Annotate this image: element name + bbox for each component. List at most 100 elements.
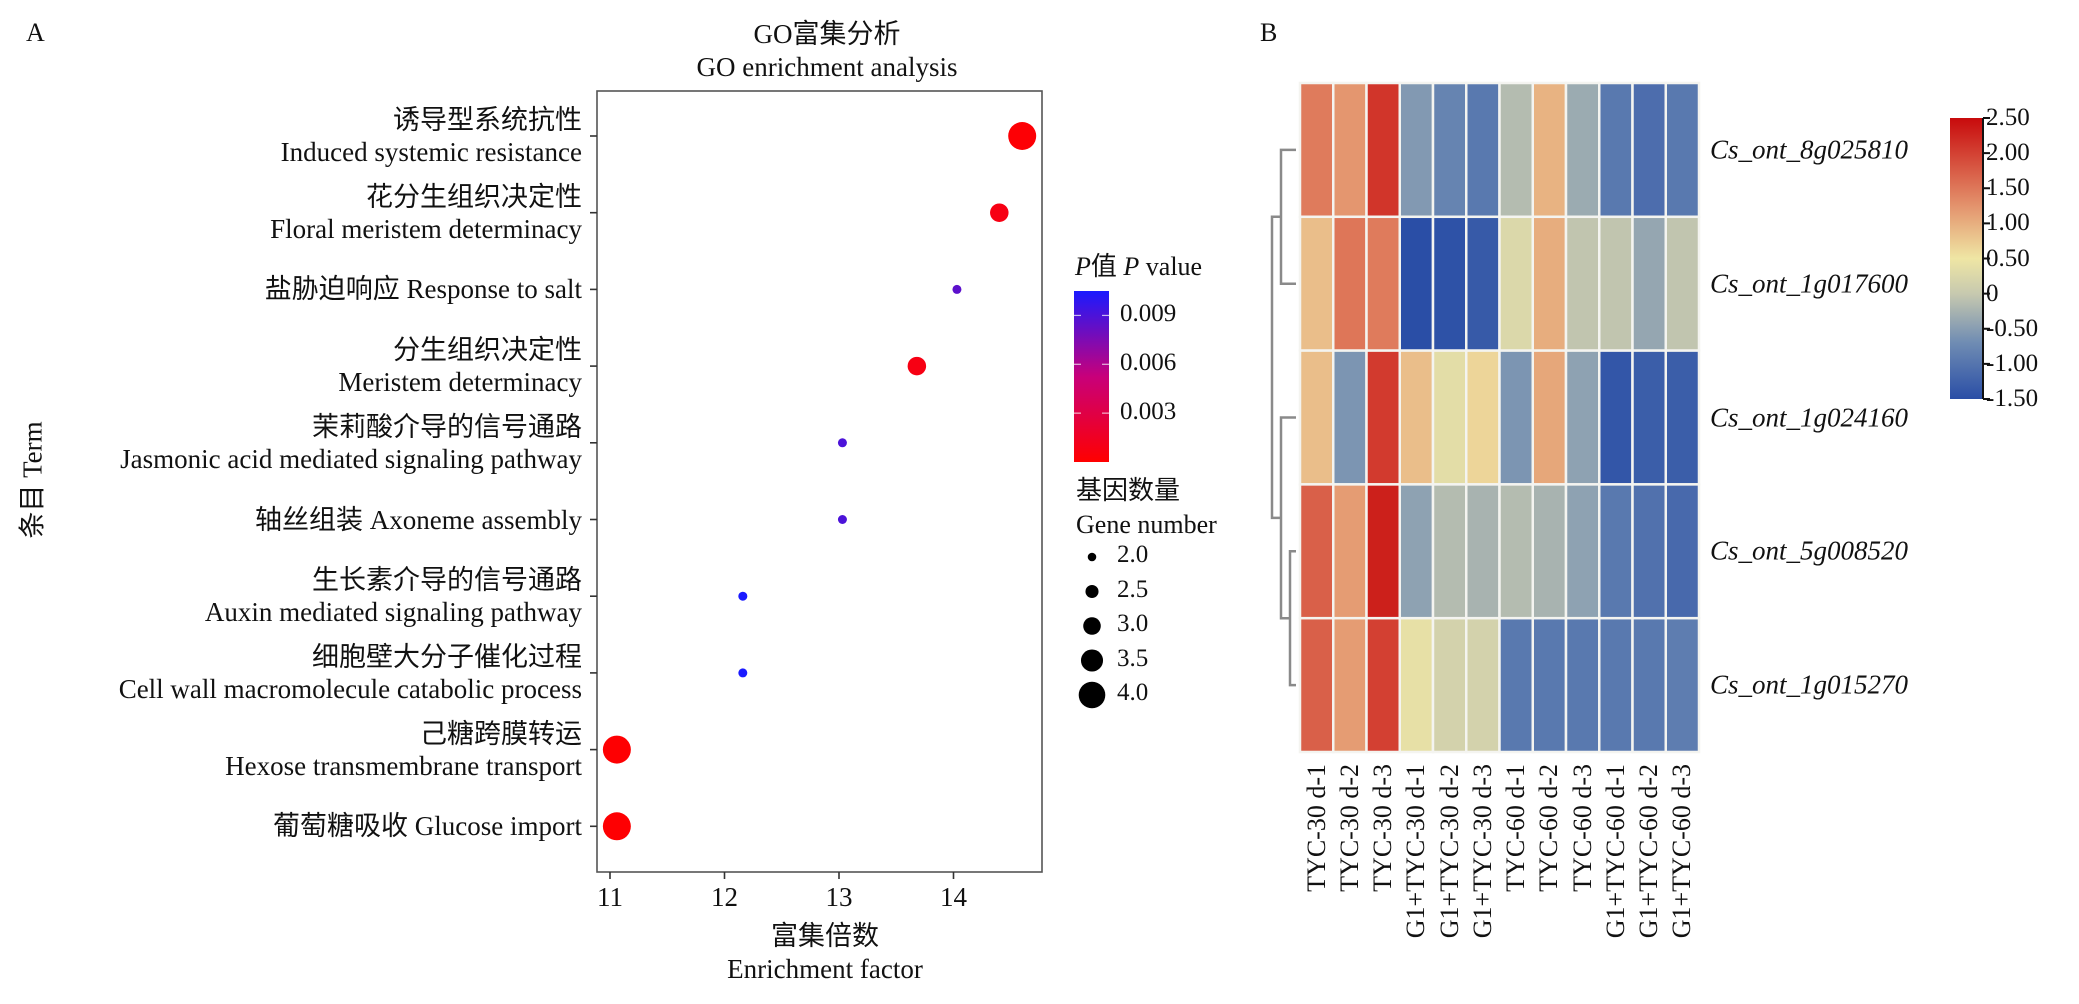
colorbar-tick-label: 2.50 xyxy=(1986,104,2030,131)
heatmap-cell xyxy=(1598,215,1634,352)
heatmap-cell xyxy=(1631,483,1667,620)
data-point xyxy=(602,812,631,841)
heatmap-cell xyxy=(1498,483,1534,620)
heatmap-cell xyxy=(1498,349,1534,486)
x-axis-title-cn: 富集倍数 xyxy=(771,921,879,951)
x-tick-label: 14 xyxy=(940,882,967,912)
term-label-cn: 花分生组织决定性 xyxy=(366,181,582,212)
column-label: G1+TYC-30 d-1 xyxy=(1401,764,1431,939)
gene-number-legend-label: 3.5 xyxy=(1117,644,1149,672)
column-label: G1+TYC-60 d-3 xyxy=(1667,764,1697,939)
pvalue-tick-label: 0.003 xyxy=(1120,398,1177,426)
colorbar-tick-label: -1.50 xyxy=(1986,385,2039,412)
gene-number-legend-label: 3.0 xyxy=(1117,610,1149,637)
heatmap-cell xyxy=(1531,81,1568,219)
heatmap-cell xyxy=(1631,616,1667,754)
heatmap-colorbar xyxy=(1950,118,1983,399)
column-label: G1+TYC-30 d-3 xyxy=(1467,764,1497,939)
gene-number-legend-dots xyxy=(1078,552,1106,709)
term-label-cn: 茉莉酸介导的信号通路 xyxy=(312,411,582,442)
column-label: G1+TYC-30 d-2 xyxy=(1434,764,1464,939)
heatmap-cell xyxy=(1564,616,1601,754)
heatmap-cell xyxy=(1564,349,1601,486)
data-point xyxy=(907,356,927,376)
row-dendrogram xyxy=(1270,148,1296,687)
column-label: TYC-30 d-3 xyxy=(1368,764,1398,892)
pvalue-legend-title: P值 P value xyxy=(1075,246,1202,283)
term-label-cn: 生长素介导的信号通路 xyxy=(312,565,582,596)
gene-number-legend-dot xyxy=(1078,681,1106,709)
colorbar-tick-label: 0 xyxy=(1986,279,1999,307)
heatmap-cell xyxy=(1465,81,1501,219)
data-point xyxy=(1008,122,1037,150)
term-label-cn: 诱导型系统抗性 xyxy=(393,105,582,135)
colorbar-tick-label: 1.50 xyxy=(1986,174,2030,202)
heatmap-cell xyxy=(1598,81,1634,219)
heatmap-cell xyxy=(1564,483,1601,620)
heatmap-cell xyxy=(1465,616,1501,754)
heatmap-cell xyxy=(1664,81,1701,219)
heatmap-cell xyxy=(1598,483,1634,620)
heatmap-cell xyxy=(1431,215,1468,352)
column-label: G1+TYC-60 d-2 xyxy=(1634,764,1664,939)
dendrogram-branch xyxy=(1279,148,1296,285)
colorbar-tick-label: 2.00 xyxy=(1986,139,2030,167)
heatmap-cell xyxy=(1298,215,1335,352)
column-label: G1+TYC-60 d-1 xyxy=(1600,764,1630,939)
term-label-en: Floral meristem determinacy xyxy=(270,213,582,244)
heatmap-cell xyxy=(1498,215,1534,352)
data-points xyxy=(602,122,1037,841)
heatmap-cell xyxy=(1631,215,1667,352)
dendrogram-branch xyxy=(1270,215,1281,520)
data-point xyxy=(837,438,847,448)
heatmap-cell xyxy=(1298,616,1335,754)
term-label-cn: 分生组织决定性 xyxy=(393,335,582,366)
column-label: TYC-30 d-1 xyxy=(1301,764,1331,892)
data-point xyxy=(837,515,847,524)
heatmap-cell xyxy=(1531,349,1568,486)
data-point xyxy=(738,668,748,678)
term-label-en: Meristem determinacy xyxy=(338,367,582,398)
term-label: 细胞壁大分子催化过程 Cell wall macromolecule catabo… xyxy=(119,641,582,705)
heatmap-colorbar-ticks xyxy=(1982,117,1990,400)
gene-label: Cs_ont_5g008520 xyxy=(1710,535,1909,566)
term-label-en: Jasmonic acid mediated signaling pathway xyxy=(120,443,582,474)
gene-number-legend-label: 4.0 xyxy=(1117,679,1149,706)
x-axis-ticks xyxy=(609,872,955,879)
plot-frame xyxy=(596,90,1043,873)
term-label-en: Induced systemic resistance xyxy=(280,137,582,167)
dendrogram-branch xyxy=(1279,416,1296,620)
heatmap-cell xyxy=(1398,349,1435,486)
data-point xyxy=(602,735,631,764)
column-label: TYC-60 d-1 xyxy=(1501,764,1531,892)
heatmap-cell xyxy=(1332,349,1368,486)
dendrogram-branch xyxy=(1288,550,1296,687)
term-label: 生长素介导的信号通路 Auxin mediated signaling pathw… xyxy=(205,564,582,628)
panel-b-label: B xyxy=(1260,18,1278,47)
heatmap-cell xyxy=(1365,616,1401,754)
heatmap-cell xyxy=(1664,483,1701,620)
term-label: 花分生组织决定性 Floral meristem determinacy xyxy=(270,181,582,245)
heatmap-cell xyxy=(1431,81,1468,219)
term-label: 分生组织决定性 Meristem determinacy xyxy=(338,334,582,398)
heatmap-cell xyxy=(1298,483,1335,620)
colorbar-tick-label: 0.50 xyxy=(1986,244,2030,272)
term-label-text: 轴丝组装 Axoneme assembly xyxy=(255,504,582,535)
x-tick-label: 12 xyxy=(711,882,738,912)
x-tick-label: 13 xyxy=(825,882,853,912)
gene-number-legend-label: 2.5 xyxy=(1117,575,1149,603)
term-label: 轴丝组装 Axoneme assembly xyxy=(255,504,582,536)
term-label: 诱导型系统抗性 Induced systemic resistance xyxy=(281,104,582,168)
term-label-text: 葡萄糖吸收 Glucose import xyxy=(273,811,582,842)
heatmap-cell xyxy=(1498,616,1534,754)
heatmap-cell xyxy=(1398,215,1435,352)
heatmap-cell xyxy=(1598,616,1634,754)
heatmap-cell xyxy=(1664,349,1701,486)
data-point xyxy=(738,591,748,601)
gene-number-legend-dot xyxy=(1085,584,1099,599)
heatmap-cell xyxy=(1564,81,1601,219)
gene-legend-title-cn: 基因数量 xyxy=(1076,476,1181,505)
panel-a-label: A xyxy=(26,18,45,47)
term-label-cn: 细胞壁大分子催化过程 xyxy=(312,641,582,672)
